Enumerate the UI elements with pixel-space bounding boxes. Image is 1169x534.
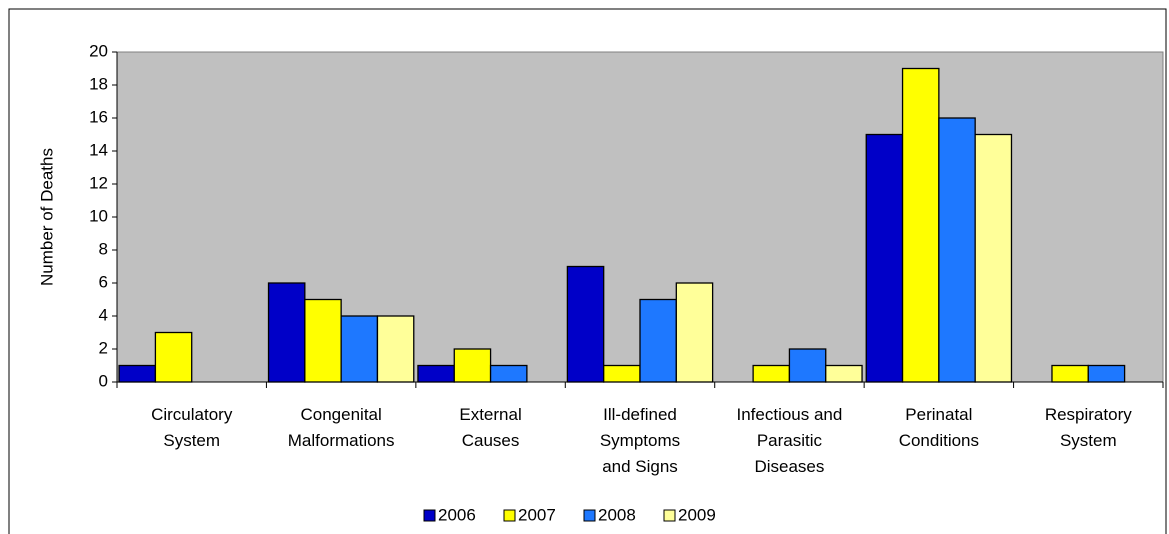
x-tick-label-line: Conditions <box>899 431 979 450</box>
x-tick-label-line: Diseases <box>754 457 824 476</box>
x-tick-label-line: Parasitic <box>757 431 823 450</box>
legend-label: 2009 <box>678 505 716 524</box>
bar <box>566 265 605 383</box>
x-tick-label-line: Perinatal <box>905 405 972 424</box>
y-tick-label: 14 <box>89 140 108 159</box>
y-tick-label: 10 <box>89 206 108 225</box>
x-tick-label-line: System <box>1060 431 1117 450</box>
bar <box>675 282 714 383</box>
x-tick-label-line: Causes <box>462 431 520 450</box>
x-tick-label: Ill-defined Symptoms and Signs <box>600 405 680 476</box>
x-tick-label: Infectious and Parasitic Diseases <box>736 405 842 476</box>
x-tick-label-line: Infectious and <box>736 405 842 424</box>
bar <box>417 364 455 383</box>
y-tick-label: 18 <box>89 74 108 93</box>
bar <box>752 364 791 383</box>
y-tick-label: 16 <box>89 107 108 126</box>
x-tick-label-line: Respiratory <box>1045 405 1132 424</box>
x-tick-label-line: Malformations <box>288 431 395 450</box>
x-tick-label: Respiratory System <box>1045 405 1132 450</box>
bar <box>1051 364 1089 383</box>
bar <box>825 364 863 383</box>
y-tick-label: 0 <box>99 371 108 390</box>
bar <box>304 298 342 383</box>
x-tick-label: Circulatory System <box>151 405 233 450</box>
x-tick-label-line: Circulatory <box>151 405 233 424</box>
legend-label: 2006 <box>438 505 476 524</box>
x-tick-label-line: Ill-defined <box>603 405 677 424</box>
bar <box>453 348 492 383</box>
y-axis-label: Number of Deaths <box>37 148 56 286</box>
bar <box>865 133 904 383</box>
bar <box>938 117 976 383</box>
y-tick-label: 6 <box>99 272 108 291</box>
x-tick-label-line: System <box>163 431 220 450</box>
bar <box>118 364 157 383</box>
bar <box>974 133 1013 383</box>
legend-swatch <box>503 509 516 522</box>
x-tick-label: Perinatal Conditions <box>899 405 979 450</box>
bar <box>376 315 415 383</box>
y-tick-label: 8 <box>99 239 108 258</box>
bar <box>603 364 641 383</box>
x-tick-label: External Causes <box>459 405 521 450</box>
bar <box>154 331 193 383</box>
bar <box>489 364 528 383</box>
bar <box>788 348 827 383</box>
chart-frame <box>8 8 1167 534</box>
bar <box>639 298 677 383</box>
y-tick-label: 2 <box>99 338 108 357</box>
y-tick-label: 12 <box>89 173 108 192</box>
y-tick-label: 20 <box>89 41 108 60</box>
y-tick-label: 4 <box>99 305 108 324</box>
bar <box>1087 364 1126 383</box>
legend-swatch <box>583 509 596 522</box>
x-tick-label-line: External <box>459 405 521 424</box>
bar <box>340 315 379 383</box>
x-tick-label-line: and Signs <box>602 457 678 476</box>
legend-swatch <box>423 509 436 522</box>
x-tick-label-line: Symptoms <box>600 431 680 450</box>
legend-label: 2008 <box>598 505 636 524</box>
legend-label: 2007 <box>518 505 556 524</box>
bar <box>267 282 306 383</box>
bar <box>901 67 940 383</box>
x-tick-label-line: Congenital <box>301 405 382 424</box>
x-tick-label: Congenital Malformations <box>288 405 395 450</box>
legend-swatch <box>663 509 676 522</box>
